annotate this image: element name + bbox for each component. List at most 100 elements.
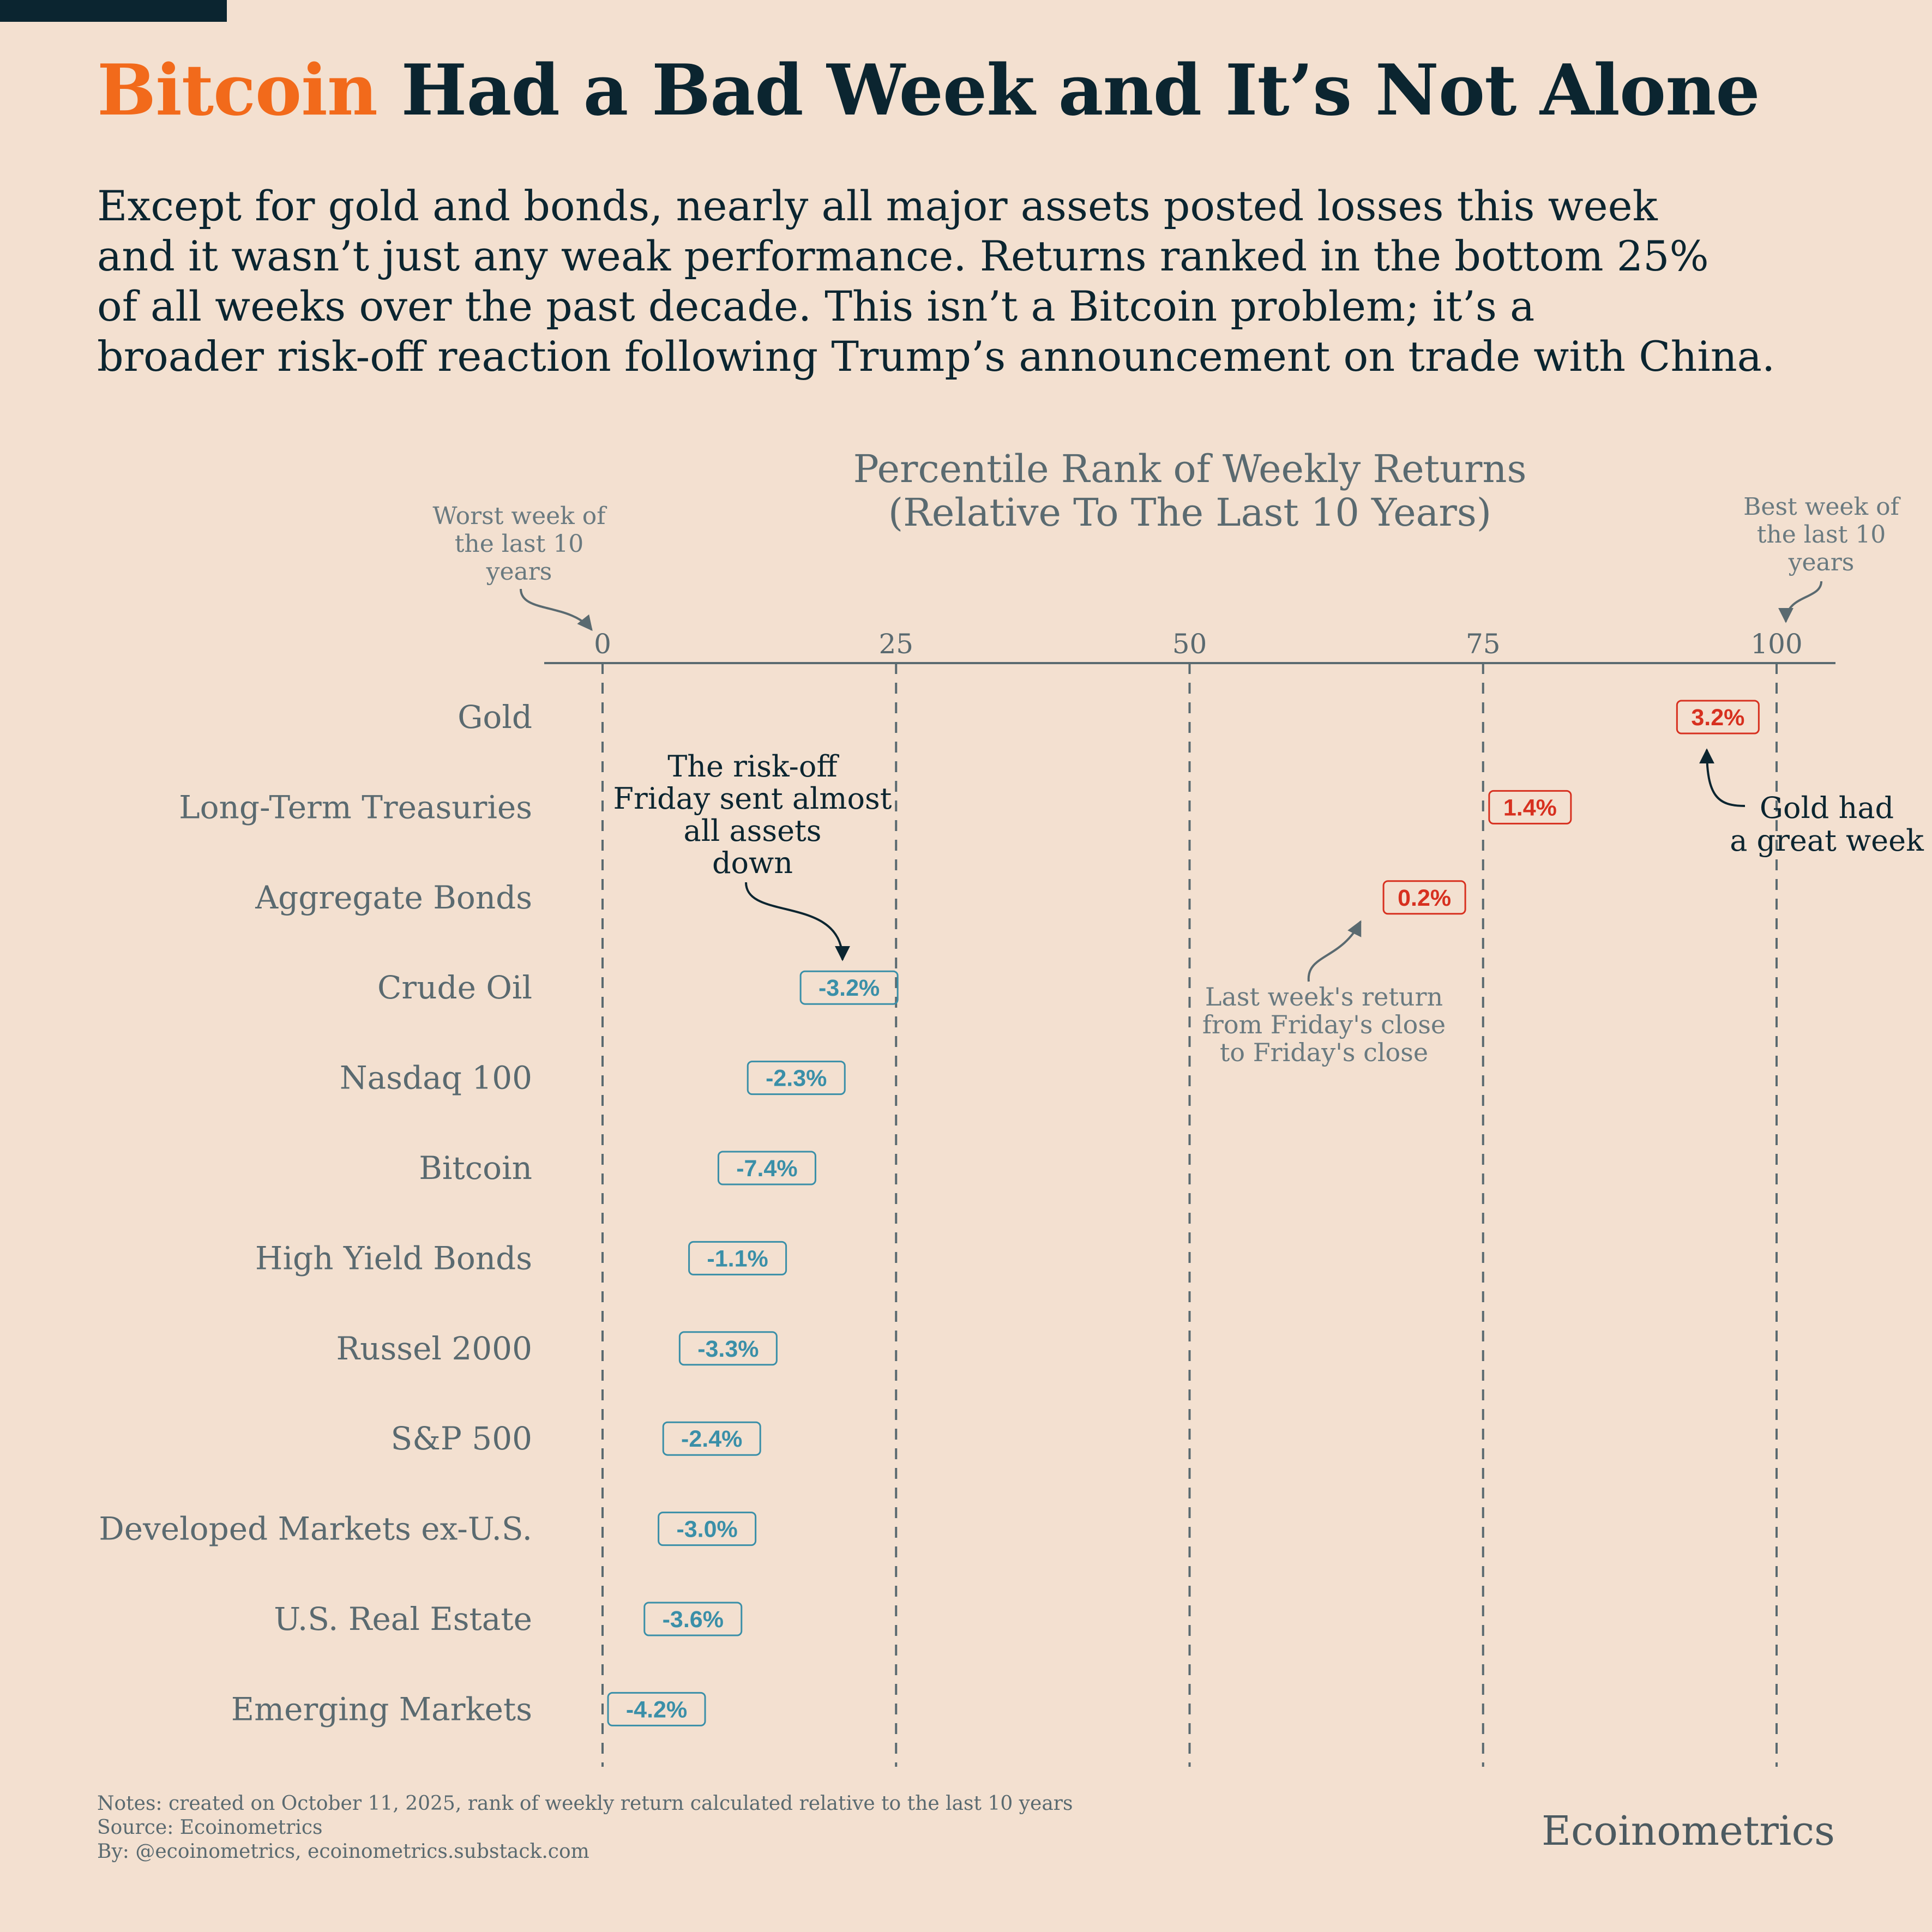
last-week-text: to Friday's close [1220, 1038, 1428, 1067]
data-point: -3.3% [678, 1331, 778, 1366]
worst-week-arrow [520, 588, 593, 631]
data-point: -2.3% [747, 1061, 846, 1096]
data-point-box [658, 1512, 757, 1546]
chart-title-line: (Relative To The Last 10 Years) [888, 490, 1491, 535]
category-label: Long-Term Treasuries [179, 789, 532, 826]
title-highlight: Bitcoin [97, 50, 378, 131]
gridlines [601, 663, 1778, 1767]
category-labels: Gold Long-Term Treasuries Aggregate Bonds C… [99, 699, 532, 1728]
data-point: -3.6% [643, 1602, 743, 1636]
data-point-box [747, 1061, 846, 1096]
gold-note-text: Gold had [1760, 791, 1894, 825]
footer-byline: By: @ecoinometrics, ecoinometrics.substa… [97, 1840, 589, 1863]
category-label: Aggregate Bonds [255, 879, 532, 916]
footer-source-line: Source: Ecoinometrics [97, 1816, 323, 1839]
x-tick-labels: 0 25 50 75 100 [594, 628, 1803, 660]
category-label: Emerging Markets [231, 1690, 532, 1728]
risk-off-arrow [745, 882, 850, 961]
category-label: High Yield Bonds [255, 1239, 532, 1277]
data-point-label: 0.2% [1398, 885, 1451, 911]
data-point-box [678, 1331, 778, 1366]
category-label: S&P 500 [390, 1420, 532, 1457]
data-point-label: -2.3% [766, 1066, 827, 1092]
data-point-label: -3.0% [676, 1516, 737, 1543]
data-point: -1.1% [688, 1241, 787, 1275]
data-point: 0.2% [1382, 880, 1466, 915]
footer-note-line: Notes: created on October 11, 2025, rank… [97, 1792, 1073, 1815]
data-point-box [662, 1421, 761, 1456]
risk-off-text: The risk-off [667, 749, 839, 784]
subtitle-line: of all weeks over the past decade. This … [97, 282, 1535, 330]
data-point-box [1382, 880, 1466, 915]
last-week-arrow [1307, 920, 1362, 982]
data-point-box [1676, 700, 1760, 735]
category-label: Developed Markets ex-U.S. [99, 1510, 532, 1548]
risk-off-text: Friday sent almost [613, 781, 892, 816]
annotation-risk-off: The risk-off Friday sent almost all asse… [613, 749, 892, 961]
best-week-text: the last 10 [1757, 521, 1886, 549]
data-point-box [799, 970, 899, 1005]
subtitle-line: and it wasn’t just any weak performance.… [97, 232, 1709, 280]
data-point-label: -3.3% [697, 1336, 759, 1362]
data-point-box [607, 1692, 706, 1726]
chart-title: Percentile Rank of Weekly Returns (Relat… [853, 447, 1527, 535]
data-point: -2.4% [662, 1421, 761, 1456]
data-point-box [688, 1241, 787, 1275]
last-week-text: Last week's return [1205, 982, 1443, 1012]
top-accent-bar [0, 0, 227, 22]
category-label: Russel 2000 [336, 1330, 532, 1367]
title-rest: Had a Bad Week and It’s Not Alone [377, 50, 1760, 131]
data-point: -3.0% [658, 1512, 757, 1546]
annotation-last-week: Last week's return from Friday's close t… [1202, 920, 1446, 1067]
best-week-text: Best week of [1743, 493, 1901, 521]
risk-off-text: all assets [684, 814, 822, 848]
worst-week-text: Worst week of [432, 502, 607, 530]
data-point: -7.4% [717, 1151, 816, 1185]
annotation-gold: Gold had a great week [1699, 748, 1924, 858]
data-point: -4.2% [607, 1692, 706, 1726]
data-point-label: -3.6% [663, 1606, 724, 1633]
worst-week-text: years [486, 558, 552, 586]
footer-notes: Notes: created on October 11, 2025, rank… [97, 1792, 1073, 1864]
risk-off-text: down [712, 846, 793, 880]
data-point-label: -4.2% [626, 1696, 687, 1723]
category-label: U.S. Real Estate [274, 1600, 532, 1638]
data-point-box [717, 1151, 816, 1185]
category-label: Gold [458, 699, 532, 736]
chart-title-line: Percentile Rank of Weekly Returns [853, 447, 1527, 491]
data-point-label: 1.4% [1503, 795, 1557, 821]
data-point-label: -3.2% [818, 975, 880, 1001]
page-title: Bitcoin Had a Bad Week and It’s Not Alon… [97, 47, 1760, 134]
x-tick-label: 50 [1172, 628, 1207, 660]
x-tick-label: 75 [1466, 628, 1501, 660]
data-point-label: 3.2% [1691, 705, 1744, 731]
best-week-arrow [1778, 581, 1822, 623]
annotation-best-week: Best week of the last 10 years [1743, 493, 1901, 623]
data-point: 3.2% [1676, 700, 1760, 735]
data-point-label: -1.1% [707, 1245, 768, 1272]
last-week-text: from Friday's close [1202, 1010, 1446, 1039]
data-points: 3.2% 1.4% 0.2% -3.2% -2.3% -7.4% -1.1% -3.3% -2.… [607, 700, 1760, 1726]
subtitle: Except for gold and bonds, nearly all ma… [97, 181, 1842, 382]
brand-logo-text: Ecoinometrics [1541, 1808, 1835, 1855]
x-tick-label: 25 [878, 628, 913, 660]
gold-note-text: a great week [1730, 823, 1924, 858]
data-point-box [1488, 790, 1572, 824]
worst-week-text: the last 10 [455, 530, 584, 558]
data-point-label: -7.4% [736, 1155, 797, 1182]
data-point-box [643, 1602, 743, 1636]
x-tick-label: 100 [1750, 628, 1802, 660]
data-point-label: -2.4% [681, 1426, 742, 1452]
subtitle-line: broader risk-off reaction following Trum… [97, 332, 1775, 381]
category-label: Crude Oil [377, 969, 532, 1006]
best-week-text: years [1788, 549, 1855, 576]
subtitle-line: Except for gold and bonds, nearly all ma… [97, 182, 1658, 230]
x-tick-label: 0 [594, 628, 611, 660]
data-point: -3.2% [799, 970, 899, 1005]
category-label: Nasdaq 100 [340, 1060, 532, 1097]
category-label: Bitcoin [419, 1149, 532, 1187]
data-point: 1.4% [1488, 790, 1572, 824]
gold-note-arrow [1699, 748, 1746, 807]
annotation-worst-week: Worst week of the last 10 years [432, 502, 607, 631]
